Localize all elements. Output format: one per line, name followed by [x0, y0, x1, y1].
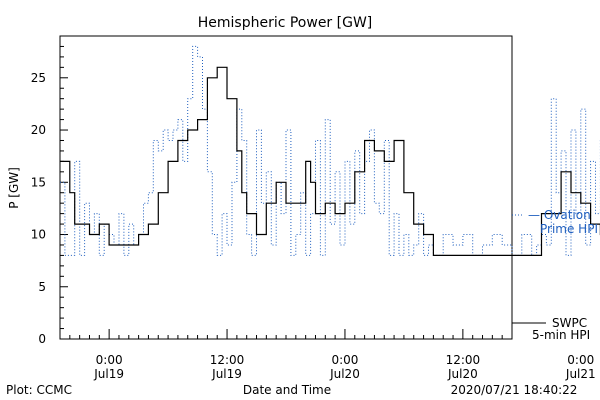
- series-line-swpc: [60, 66, 600, 256]
- series-layer: [60, 45, 600, 256]
- x-tick-time-label: 0:00: [567, 353, 594, 367]
- x-axis-label: Date and Time: [243, 383, 331, 397]
- x-tick-date-label: Jul21: [565, 367, 596, 381]
- x-axis: 0:00Jul1912:00Jul190:00Jul2012:00Jul200:…: [59, 329, 596, 381]
- y-tick-label: 25: [31, 71, 46, 85]
- y-tick-label: 20: [31, 123, 46, 137]
- y-axis-label: P [GW]: [7, 167, 21, 209]
- chart-title: Hemispheric Power [GW]: [198, 15, 373, 31]
- legend-swpc-label: SWPC: [552, 316, 587, 330]
- footer-credit: Plot: CCMC: [6, 383, 72, 397]
- x-tick-time-label: 12:00: [210, 353, 245, 367]
- y-tick-label: 15: [31, 175, 46, 189]
- x-tick-time-label: 0:00: [331, 353, 358, 367]
- x-tick-time-label: 12:00: [446, 353, 481, 367]
- x-tick-date-label: Jul19: [93, 367, 124, 381]
- x-tick-date-label: Jul20: [329, 367, 360, 381]
- footer-timestamp: 2020/07/21 18:40:22: [451, 383, 578, 397]
- y-tick-label: 0: [38, 332, 46, 346]
- y-tick-label: 10: [31, 228, 46, 242]
- legend-ovation-label: — Ovation: [528, 208, 591, 222]
- series-line-ovation-prime: [60, 45, 600, 256]
- legend-swpc-label: 5-min HPI: [532, 328, 590, 342]
- y-tick-label: 5: [38, 280, 46, 294]
- x-tick-date-label: Jul19: [211, 367, 242, 381]
- x-tick-date-label: Jul20: [447, 367, 478, 381]
- x-tick-time-label: 0:00: [96, 353, 123, 367]
- y-axis: 0 5 10 15 20 25: [31, 35, 68, 346]
- legend-ovation-label: Prime HPI: [540, 222, 598, 236]
